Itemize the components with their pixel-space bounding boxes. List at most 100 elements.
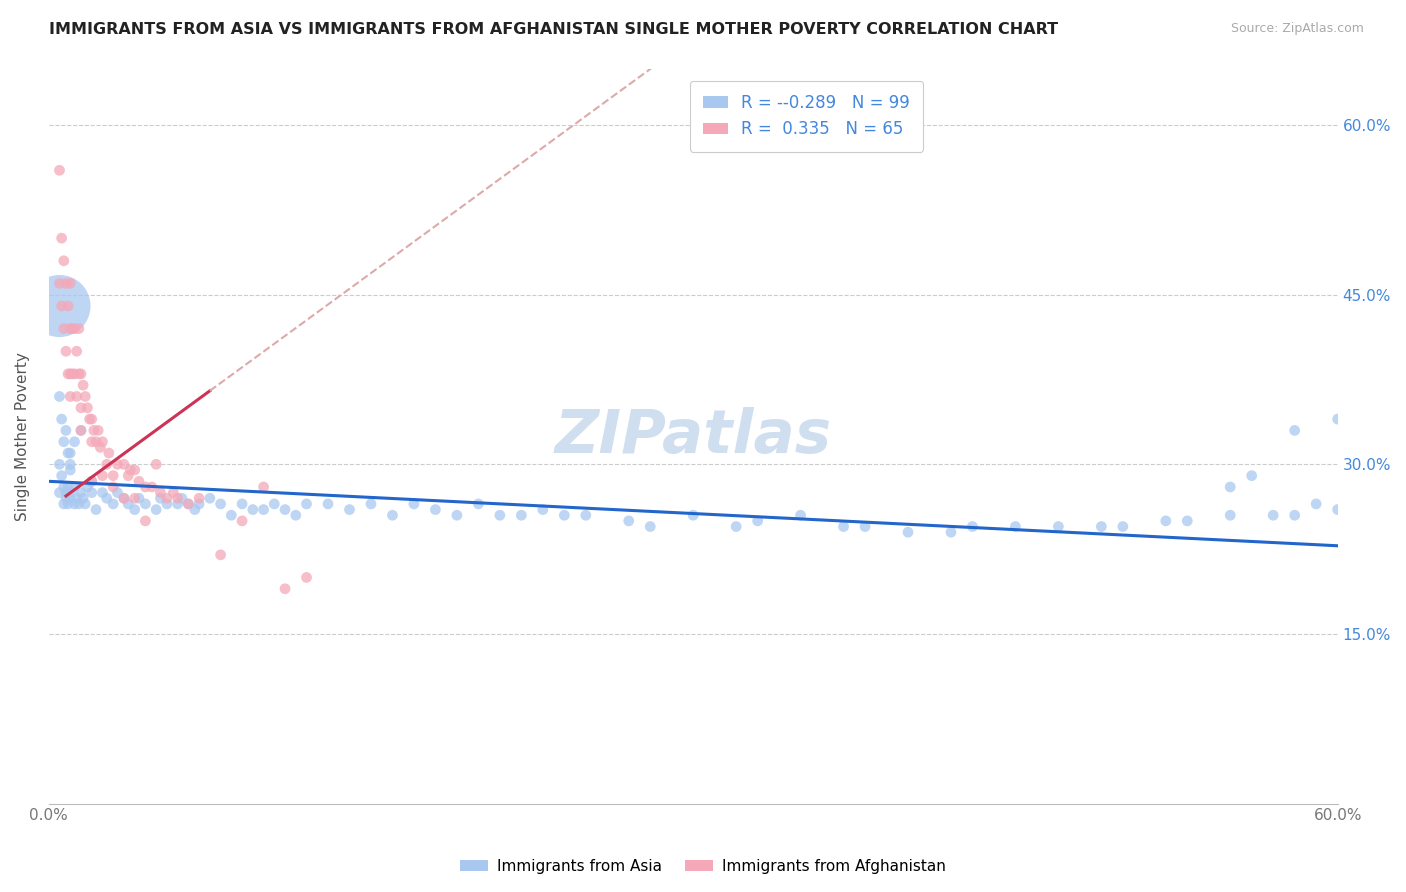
Point	[1326, 412, 1348, 426]
Point	[1090, 519, 1112, 533]
Point	[1305, 497, 1327, 511]
Point	[295, 570, 318, 584]
Point	[59, 485, 82, 500]
Point	[107, 458, 129, 472]
Point	[145, 458, 167, 472]
Point	[70, 367, 93, 381]
Point	[128, 491, 150, 506]
Point	[84, 502, 107, 516]
Point	[124, 502, 146, 516]
Point	[198, 491, 221, 506]
Point	[425, 502, 447, 516]
Point	[48, 163, 70, 178]
Point	[166, 497, 188, 511]
Point	[209, 548, 232, 562]
Point	[55, 277, 77, 291]
Point	[489, 508, 512, 523]
Point	[107, 485, 129, 500]
Point	[52, 434, 75, 449]
Point	[510, 508, 533, 523]
Point	[70, 485, 93, 500]
Point	[231, 514, 253, 528]
Point	[446, 508, 468, 523]
Point	[80, 475, 103, 489]
Point	[156, 491, 179, 506]
Point	[59, 491, 82, 506]
Point	[134, 514, 156, 528]
Point	[70, 401, 93, 415]
Point	[117, 468, 139, 483]
Point	[51, 412, 73, 426]
Point	[242, 502, 264, 516]
Point	[59, 367, 82, 381]
Point	[274, 502, 297, 516]
Point	[52, 253, 75, 268]
Point	[252, 502, 274, 516]
Point	[117, 497, 139, 511]
Point	[747, 514, 769, 528]
Point	[55, 491, 77, 506]
Point	[48, 485, 70, 500]
Point	[339, 502, 361, 516]
Point	[1240, 468, 1263, 483]
Point	[75, 497, 97, 511]
Point	[103, 480, 125, 494]
Point	[221, 508, 243, 523]
Point	[467, 497, 489, 511]
Point	[939, 525, 962, 540]
Point	[72, 491, 94, 506]
Point	[162, 485, 184, 500]
Point	[87, 424, 110, 438]
Point	[1284, 424, 1306, 438]
Point	[63, 367, 86, 381]
Point	[56, 497, 79, 511]
Point	[96, 491, 118, 506]
Point	[97, 446, 120, 460]
Point	[63, 321, 86, 335]
Point	[1175, 514, 1198, 528]
Point	[789, 508, 811, 523]
Legend: Immigrants from Asia, Immigrants from Afghanistan: Immigrants from Asia, Immigrants from Af…	[454, 853, 952, 880]
Point	[59, 389, 82, 403]
Point	[853, 519, 876, 533]
Point	[725, 519, 748, 533]
Point	[59, 458, 82, 472]
Point	[145, 502, 167, 516]
Point	[51, 231, 73, 245]
Point	[103, 468, 125, 483]
Point	[188, 497, 211, 511]
Point	[63, 434, 86, 449]
Point	[79, 412, 101, 426]
Point	[91, 485, 114, 500]
Point	[1219, 508, 1241, 523]
Point	[112, 491, 135, 506]
Point	[274, 582, 297, 596]
Point	[59, 321, 82, 335]
Point	[1004, 519, 1026, 533]
Point	[80, 434, 103, 449]
Point	[170, 491, 193, 506]
Point	[1219, 480, 1241, 494]
Point	[184, 502, 207, 516]
Point	[60, 321, 83, 335]
Point	[284, 508, 307, 523]
Point	[63, 497, 86, 511]
Point	[75, 389, 97, 403]
Point	[177, 497, 200, 511]
Point	[1284, 508, 1306, 523]
Point	[67, 321, 90, 335]
Point	[80, 485, 103, 500]
Point	[209, 497, 232, 511]
Point	[553, 508, 575, 523]
Point	[67, 367, 90, 381]
Point	[60, 367, 83, 381]
Point	[70, 424, 93, 438]
Point	[134, 480, 156, 494]
Point	[56, 367, 79, 381]
Point	[51, 299, 73, 313]
Point	[48, 299, 70, 313]
Point	[103, 497, 125, 511]
Point	[1047, 519, 1070, 533]
Point	[120, 463, 142, 477]
Point	[59, 277, 82, 291]
